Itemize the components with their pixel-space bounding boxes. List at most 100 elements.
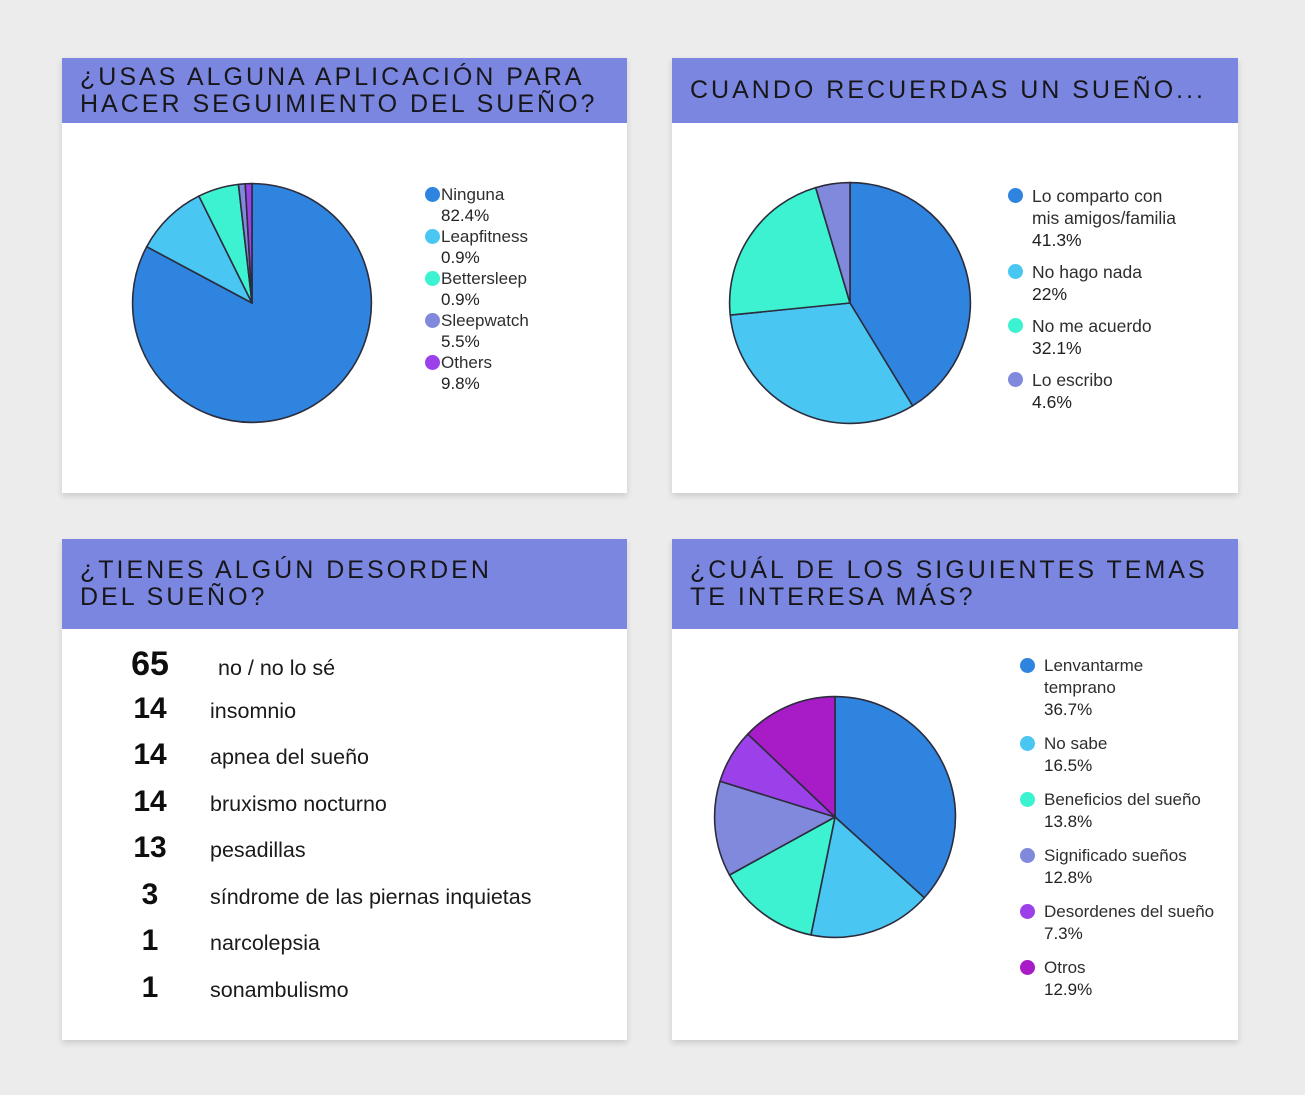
legend-percentage: 22% <box>1032 284 1068 304</box>
legend-label: Leapfitness <box>441 227 528 246</box>
panel-dream-recall: CUANDO RECUERDAS UN SUEÑO... Lo comparto… <box>672 58 1238 493</box>
legend-percentage: 16.5% <box>1044 756 1093 775</box>
panel-app-tracking-card: Ninguna 82.4% Leapfitness 0.9% Bettersleep 0.… <box>62 123 627 493</box>
row-label: pesadillas <box>210 838 306 862</box>
legend-item: Lo comparto con mis amigos/familia 41.3% <box>1008 185 1213 251</box>
legend-swatch <box>425 187 440 202</box>
legend-swatch <box>1008 188 1023 203</box>
row-label: síndrome de las piernas inquietas <box>210 884 532 909</box>
pie-slice <box>244 182 253 304</box>
legend-item: Desordenes del sueño 7.3% <box>1020 901 1238 945</box>
pie-slice <box>746 695 836 818</box>
legend-label: No me acuerdo <box>1032 316 1152 336</box>
legend-percentage: 7.3% <box>1044 924 1083 943</box>
legend-swatch <box>1020 904 1035 919</box>
legend-percentage: 12.9% <box>1044 980 1093 999</box>
row-label: bruxismo nocturno <box>210 791 387 816</box>
legend-percentage: 36.7% <box>1044 700 1093 719</box>
legend-swatch <box>1020 736 1035 751</box>
row-count: 1 <box>141 970 159 1004</box>
legend-percentage: 41.3% <box>1032 230 1082 250</box>
legend-label: Lo escribo <box>1032 370 1113 390</box>
table-row: 1 narcolepsia <box>90 924 611 971</box>
legend-percentage: 0.9% <box>441 290 480 309</box>
legend-percentage: 13.8% <box>1044 812 1093 831</box>
panel-sleep-disorders-title: ¿TIENES ALGÚN DESORDEN DEL SUEÑO? <box>80 556 492 611</box>
legend-item: Beneficios del sueño 13.8% <box>1020 789 1238 833</box>
legend-item: Lo escribo 4.6% <box>1008 369 1213 413</box>
legend-item: Otros 12.9% <box>1020 957 1238 1001</box>
panel-sleep-disorders-header: ¿TIENES ALGÚN DESORDEN DEL SUEÑO? <box>62 539 627 629</box>
pie-slice <box>729 302 914 425</box>
table-row: 3 síndrome de las piernas inquietas <box>90 878 611 925</box>
legend-percentage: 32.1% <box>1032 338 1082 358</box>
legend-item: Ninguna 82.4% <box>425 184 620 226</box>
legend-swatch <box>1020 848 1035 863</box>
legend-label: Sleepwatch <box>441 311 529 330</box>
legend-item: Lenvantarme temprano 36.7% <box>1020 655 1238 721</box>
legend-item: No hago nada 22% <box>1008 261 1213 305</box>
pie-slice <box>145 195 253 304</box>
legend-app-tracking: Ninguna 82.4% Leapfitness 0.9% Bettersleep 0.… <box>425 184 620 394</box>
table-row: 14 bruxismo nocturno <box>90 785 611 832</box>
panel-topics-interest-title: ¿CUÁL DE LOS SIGUIENTES TEMAS TE INTERES… <box>690 556 1208 611</box>
panel-sleep-disorders-card: 65 no / no lo sé 14 insomnio 14 apnea del sue… <box>62 629 627 1040</box>
legend-label: Significado sueños <box>1044 846 1187 865</box>
row-label: no / no lo sé <box>218 656 336 680</box>
pie-slice <box>810 816 926 939</box>
table-row: 1 sonambulismo <box>90 971 611 1018</box>
legend-percentage: 12.8% <box>1044 868 1093 887</box>
legend-percentage: 4.6% <box>1032 392 1072 412</box>
table-row: 13 pesadillas <box>90 831 611 878</box>
panel-app-tracking-header: ¿USAS ALGUNA APLICACIÓN PARA HACER SEGUI… <box>62 58 627 123</box>
row-count: 14 <box>133 738 167 771</box>
legend-swatch <box>1020 960 1035 975</box>
legend-percentage: 82.4% <box>441 206 490 225</box>
pie-slice <box>814 181 851 304</box>
legend-label: No sabe <box>1044 734 1108 753</box>
legend-label: Beneficios del sueño <box>1044 790 1201 809</box>
legend-item: Others 9.8% <box>425 352 620 394</box>
panel-app-tracking-title: ¿USAS ALGUNA APLICACIÓN PARA HACER SEGUI… <box>80 62 598 118</box>
panel-dream-recall-header: CUANDO RECUERDAS UN SUEÑO... <box>672 58 1238 123</box>
legend-swatch <box>1020 658 1035 673</box>
legend-label: No hago nada <box>1032 262 1142 282</box>
row-label: apnea del sueño <box>210 745 370 769</box>
legend-label: Otros <box>1044 958 1086 977</box>
table-row: 14 insomnio <box>90 692 611 739</box>
legend-item: No me acuerdo 32.1% <box>1008 315 1213 359</box>
panel-sleep-disorders: ¿TIENES ALGÚN DESORDEN DEL SUEÑO? 65 no /… <box>62 539 627 1040</box>
pie-slice <box>728 816 836 936</box>
legend-swatch <box>1008 264 1023 279</box>
row-count: 14 <box>133 691 167 725</box>
legend-label: Bettersleep <box>441 269 527 288</box>
disorder-list: 65 no / no lo sé 14 insomnio 14 apnea del sue… <box>90 645 611 1017</box>
row-count: 3 <box>141 877 159 911</box>
row-label: insomnio <box>210 698 297 723</box>
pie-chart-app-tracking <box>131 182 373 429</box>
legend-swatch <box>1008 318 1023 333</box>
pie-slice <box>849 181 972 407</box>
row-count: 1 <box>141 924 159 957</box>
panel-topics-interest-header: ¿CUÁL DE LOS SIGUIENTES TEMAS TE INTERES… <box>672 539 1238 629</box>
legend-swatch <box>425 271 440 286</box>
legend-item: Significado sueños 12.8% <box>1020 845 1238 889</box>
legend-item: No sabe 16.5% <box>1020 733 1238 777</box>
row-label: sonambulismo <box>210 977 349 1002</box>
pie-chart-topics-interest <box>713 695 957 944</box>
panel-app-tracking: ¿USAS ALGUNA APLICACIÓN PARA HACER SEGUI… <box>62 58 627 493</box>
panel-dream-recall-title: CUANDO RECUERDAS UN SUEÑO... <box>690 76 1206 104</box>
pie-slice <box>834 695 957 899</box>
legend-swatch <box>425 355 440 370</box>
pie-svg <box>713 695 957 939</box>
legend-swatch <box>1008 372 1023 387</box>
legend-dream-recall: Lo comparto con mis amigos/familia 41.3% N… <box>1008 185 1213 423</box>
pie-svg <box>131 182 373 424</box>
legend-swatch <box>425 313 440 328</box>
row-count: 14 <box>133 784 167 818</box>
table-row: 14 apnea del sueño <box>90 738 611 785</box>
pie-chart-dream-recall <box>728 181 972 430</box>
pie-svg <box>728 181 972 425</box>
legend-percentage: 5.5% <box>441 332 480 351</box>
